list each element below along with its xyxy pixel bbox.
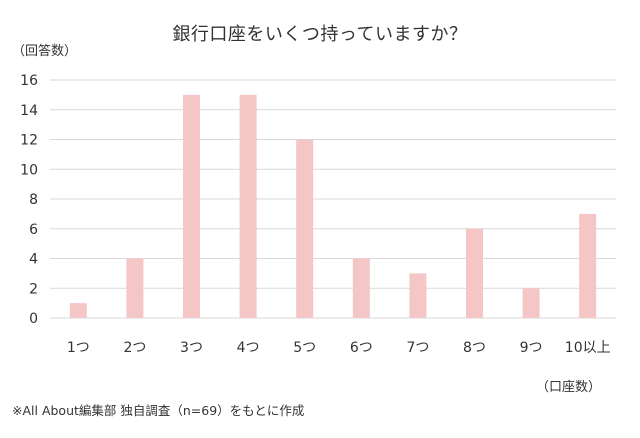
x-tick-label: 4つ (237, 340, 260, 356)
y-tick-label: 4 (29, 252, 38, 268)
bars (69, 94, 597, 318)
y-tick-label: 0 (29, 311, 38, 327)
bar (69, 303, 87, 318)
bar (183, 94, 200, 318)
bar (466, 228, 483, 318)
x-tick-label: 3つ (180, 340, 203, 356)
y-tick-label: 8 (29, 192, 38, 208)
y-tick-label: 14 (20, 103, 38, 119)
y-tick-label: 12 (20, 133, 38, 149)
y-tick-label: 2 (29, 281, 38, 297)
x-tick-label: 2つ (123, 340, 146, 356)
y-tick-label: 6 (29, 222, 38, 238)
y-axis-label: （回答数） (12, 44, 78, 59)
x-tick-label: 6つ (350, 340, 373, 356)
x-tick-label: 8つ (463, 340, 486, 356)
x-axis-label: （口座数） (536, 380, 602, 395)
y-tick-label: 10 (20, 162, 38, 178)
x-tick-label: 10以上 (565, 340, 611, 356)
grid-lines (50, 79, 616, 319)
x-tick-label: 1つ (67, 340, 90, 356)
bar (239, 94, 257, 318)
x-tick-label: 7つ (406, 340, 429, 356)
x-tick-labels: 1つ 2つ 3つ 4つ 5つ 6つ 7つ 8つ 9つ 10以上 (67, 340, 611, 356)
bar (352, 258, 370, 318)
x-tick-label: 5つ (293, 340, 316, 356)
bar (409, 273, 427, 318)
bar (296, 139, 314, 318)
source-note: ※All About編集部 独自調査（n=69）をもとに作成 (12, 403, 305, 418)
chart-title: 銀行口座をいくつ持っていますか？ (172, 24, 468, 45)
bar (522, 288, 540, 318)
y-tick-label: 16 (20, 73, 38, 89)
bar (126, 258, 144, 318)
x-tick-label: 9つ (520, 340, 543, 356)
bar (579, 213, 597, 318)
y-tick-labels: 0 2 4 6 8 10 12 14 16 (20, 73, 38, 327)
